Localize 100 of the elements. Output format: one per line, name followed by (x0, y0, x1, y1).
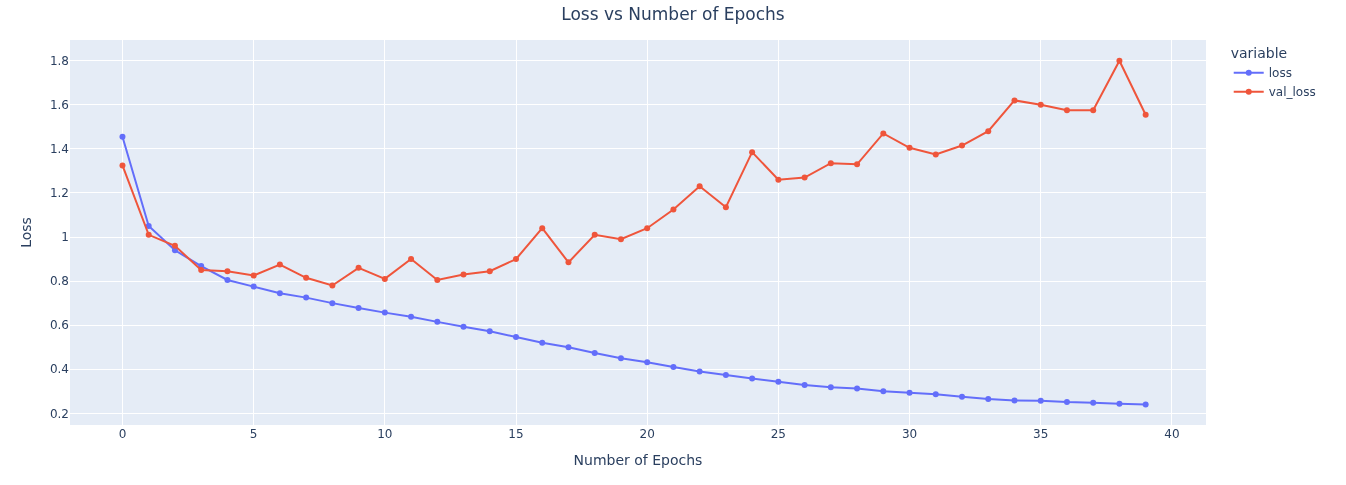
point (460, 323, 467, 330)
point (854, 385, 861, 392)
point (119, 162, 126, 169)
point (460, 271, 467, 278)
point (408, 256, 415, 263)
point (827, 384, 834, 391)
point (696, 368, 703, 375)
point (644, 359, 651, 366)
point (1011, 397, 1018, 404)
point (539, 339, 546, 346)
point (171, 242, 178, 249)
point (1037, 101, 1044, 108)
x-tick-label: 5 (249, 427, 258, 441)
x-tick-label: 40 (1164, 427, 1180, 441)
point (801, 382, 808, 389)
point (854, 161, 861, 168)
point (1142, 111, 1149, 118)
point (145, 231, 152, 238)
point (329, 300, 336, 307)
point (617, 355, 624, 362)
point (696, 183, 703, 190)
point (276, 290, 283, 297)
point (906, 389, 913, 396)
x-tick-label: 25 (770, 427, 786, 441)
point (224, 268, 231, 275)
point (303, 294, 310, 301)
point (932, 391, 939, 398)
point (355, 304, 362, 311)
point (1116, 57, 1123, 64)
point (749, 375, 756, 382)
point (722, 371, 729, 378)
point (801, 174, 808, 181)
x-tick-label: 20 (639, 427, 655, 441)
point (644, 225, 651, 232)
y-tick-label: 0.2 (49, 406, 69, 421)
point (381, 309, 388, 316)
point (434, 318, 441, 325)
point (985, 396, 992, 402)
point (1011, 97, 1018, 104)
x-tick-label: 10 (377, 427, 393, 441)
point (145, 223, 152, 229)
point (250, 283, 257, 290)
point (513, 334, 519, 341)
y-tick-label: 1.6 (49, 97, 69, 112)
point (119, 133, 126, 140)
point (224, 276, 231, 283)
point (513, 256, 519, 263)
x-tick-label: 15 (508, 427, 524, 441)
point (198, 267, 205, 274)
point (250, 272, 257, 279)
x-tick-label: 30 (901, 427, 918, 441)
chart-title: Loss vs Number of Epochs (561, 4, 785, 24)
point (486, 328, 493, 335)
point (1063, 399, 1070, 406)
x-axis-title: Number of Epochs (573, 452, 703, 469)
point (775, 176, 782, 183)
point (827, 160, 834, 167)
point (1090, 107, 1097, 114)
point (985, 128, 992, 135)
point (1037, 397, 1044, 404)
point (1116, 400, 1123, 407)
legend-label: val_loss (1268, 85, 1316, 100)
point (880, 388, 887, 395)
point (775, 378, 782, 385)
point (565, 344, 572, 351)
point (670, 206, 677, 213)
point (539, 225, 546, 232)
point (749, 149, 756, 156)
y-tick-label: 1 (61, 230, 69, 245)
y-tick-label: 1.4 (49, 142, 69, 157)
point (329, 282, 336, 289)
legend-title: variable (1230, 45, 1288, 62)
y-tick-label: 0.4 (49, 362, 69, 377)
point (670, 364, 677, 371)
point (906, 144, 913, 151)
legend-label: loss (1268, 66, 1292, 81)
point (1142, 401, 1149, 408)
point (486, 268, 493, 275)
point (959, 393, 966, 400)
point (959, 142, 966, 149)
point (617, 236, 624, 243)
point (880, 130, 887, 137)
point (408, 313, 415, 320)
x-tick-label: 0 (118, 427, 127, 441)
point (565, 259, 572, 266)
y-tick-label: 1.8 (49, 53, 69, 68)
point (591, 231, 598, 238)
y-axis-title: Loss (17, 217, 34, 248)
point (355, 264, 362, 271)
point (303, 274, 310, 281)
point (722, 204, 729, 211)
point (591, 349, 598, 356)
point (434, 276, 441, 283)
x-tick-label: 35 (1033, 427, 1049, 441)
point (1090, 399, 1097, 406)
y-tick-label: 1.2 (49, 186, 69, 201)
y-tick-label: 0.8 (49, 274, 69, 289)
point (381, 275, 388, 282)
point (276, 261, 283, 268)
point (932, 151, 939, 158)
